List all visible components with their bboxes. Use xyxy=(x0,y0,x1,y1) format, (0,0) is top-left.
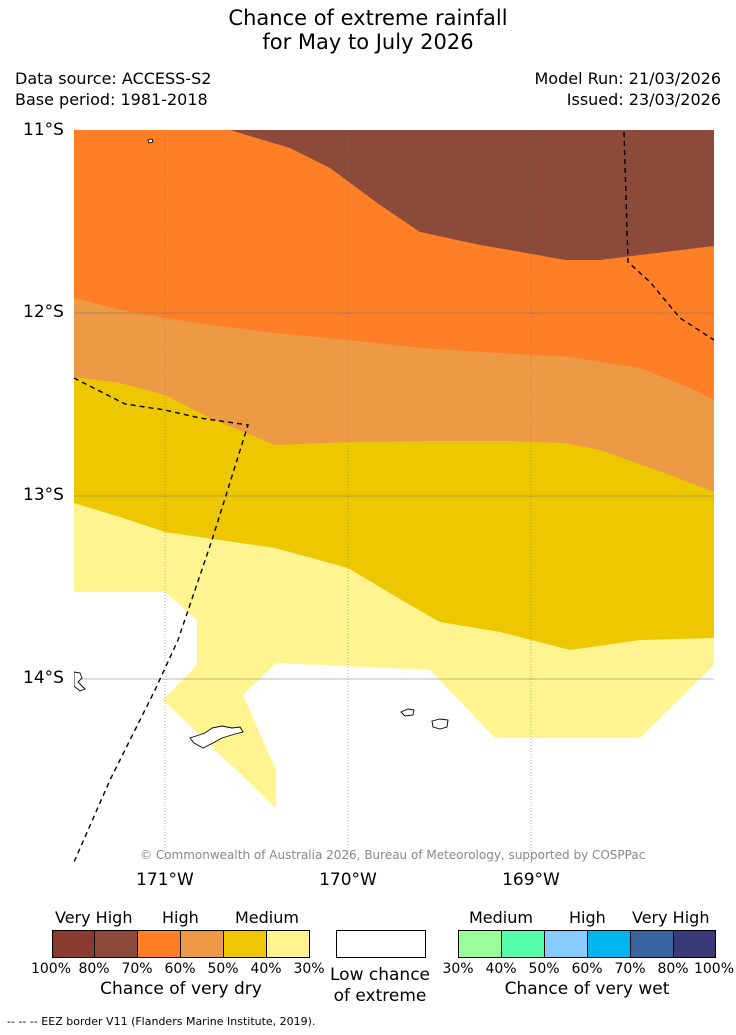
legend-wet-swatch-40-50 xyxy=(501,930,545,958)
legend-wet-swatch-80-100 xyxy=(673,930,716,958)
model-run-text: Model Run: 21/03/2026 xyxy=(534,69,722,88)
legend-wet-caption: Chance of very wet xyxy=(504,979,670,999)
legend-dry-tick: 50% xyxy=(207,961,239,977)
eez-border-east xyxy=(623,131,714,341)
legend-wet-swatch-60-70 xyxy=(587,930,631,958)
legend-wet-tick: 70% xyxy=(614,961,646,977)
legend-dry-swatch-60-50 xyxy=(180,930,224,958)
legend-dry-swatch-80-70 xyxy=(94,930,138,958)
legend-dry-tick: 80% xyxy=(78,961,110,977)
band-dry-70-80 xyxy=(230,130,714,260)
legend-dry-tick: 70% xyxy=(121,961,153,977)
island-manua xyxy=(431,718,449,730)
lon-label-169w: 169°W xyxy=(502,870,560,890)
issued-text: Issued: 23/03/2026 xyxy=(566,90,721,109)
legend-wet-tick: 40% xyxy=(485,961,517,977)
lat-label-13s: 13°S xyxy=(23,485,64,505)
legend-dry-swatch-50-40 xyxy=(223,930,267,958)
legend-wet-tick: 50% xyxy=(528,961,560,977)
legend-dry-tick: 30% xyxy=(293,961,325,977)
island-upolu xyxy=(189,725,244,749)
map-title-line-1: Chance of extreme rainfall xyxy=(228,6,508,30)
legend-wet-swatch-30-40 xyxy=(458,930,502,958)
legend-low-chance-caption-line-1: Low chance xyxy=(330,965,430,985)
legend-wet-swatch-50-60 xyxy=(544,930,588,958)
legend-dry-heading-medium: Medium xyxy=(235,908,299,927)
legend-dry-caption: Chance of very dry xyxy=(100,979,262,999)
eez-border-west xyxy=(74,377,249,863)
copyright-text: © Commonwealth of Australia 2026, Bureau… xyxy=(140,848,646,862)
legend-dry-swatch-40-30 xyxy=(266,930,310,958)
legend-dry-heading-very-high: Very High xyxy=(55,908,133,927)
legend-dry-heading-high: High xyxy=(162,908,199,927)
legend-wet-heading-high: High xyxy=(569,908,606,927)
lat-label-12s: 12°S xyxy=(23,302,64,322)
legend-low-chance-swatch xyxy=(336,930,426,958)
legend-dry-tick: 100% xyxy=(30,961,72,977)
island-small-north xyxy=(147,138,154,144)
legend-dry-tick: 40% xyxy=(250,961,282,977)
legend-wet-heading-very-high: Very High xyxy=(632,908,710,927)
legend-dry-swatch-70-60 xyxy=(137,930,181,958)
legend-dry-swatch-100-80 xyxy=(52,930,95,958)
legend-dry-tick: 60% xyxy=(164,961,196,977)
data-source-text: Data source: ACCESS-S2 xyxy=(15,69,212,88)
island-west-edge xyxy=(74,671,86,692)
eez-border-footnote: -- -- -- EEZ border V11 (Flanders Marine… xyxy=(7,1015,316,1028)
lon-label-171w: 171°W xyxy=(136,870,194,890)
lat-label-14s: 14°S xyxy=(23,668,64,688)
legend-wet-tick: 60% xyxy=(571,961,603,977)
map-title-line-2: for May to July 2026 xyxy=(262,30,474,54)
legend-wet-tick: 80% xyxy=(657,961,689,977)
legend-wet-tick: 100% xyxy=(693,961,735,977)
rainfall-map xyxy=(74,130,714,865)
base-period-text: Base period: 1981-2018 xyxy=(15,90,208,109)
legend-wet-swatch-70-80 xyxy=(630,930,674,958)
lon-label-170w: 170°W xyxy=(319,870,377,890)
legend-wet-heading-medium: Medium xyxy=(469,908,533,927)
legend-wet-tick: 30% xyxy=(442,961,474,977)
lat-label-11s: 11°S xyxy=(23,120,64,140)
legend-low-chance-caption-line-2: of extreme xyxy=(333,986,427,1006)
island-tutuila xyxy=(400,708,415,717)
